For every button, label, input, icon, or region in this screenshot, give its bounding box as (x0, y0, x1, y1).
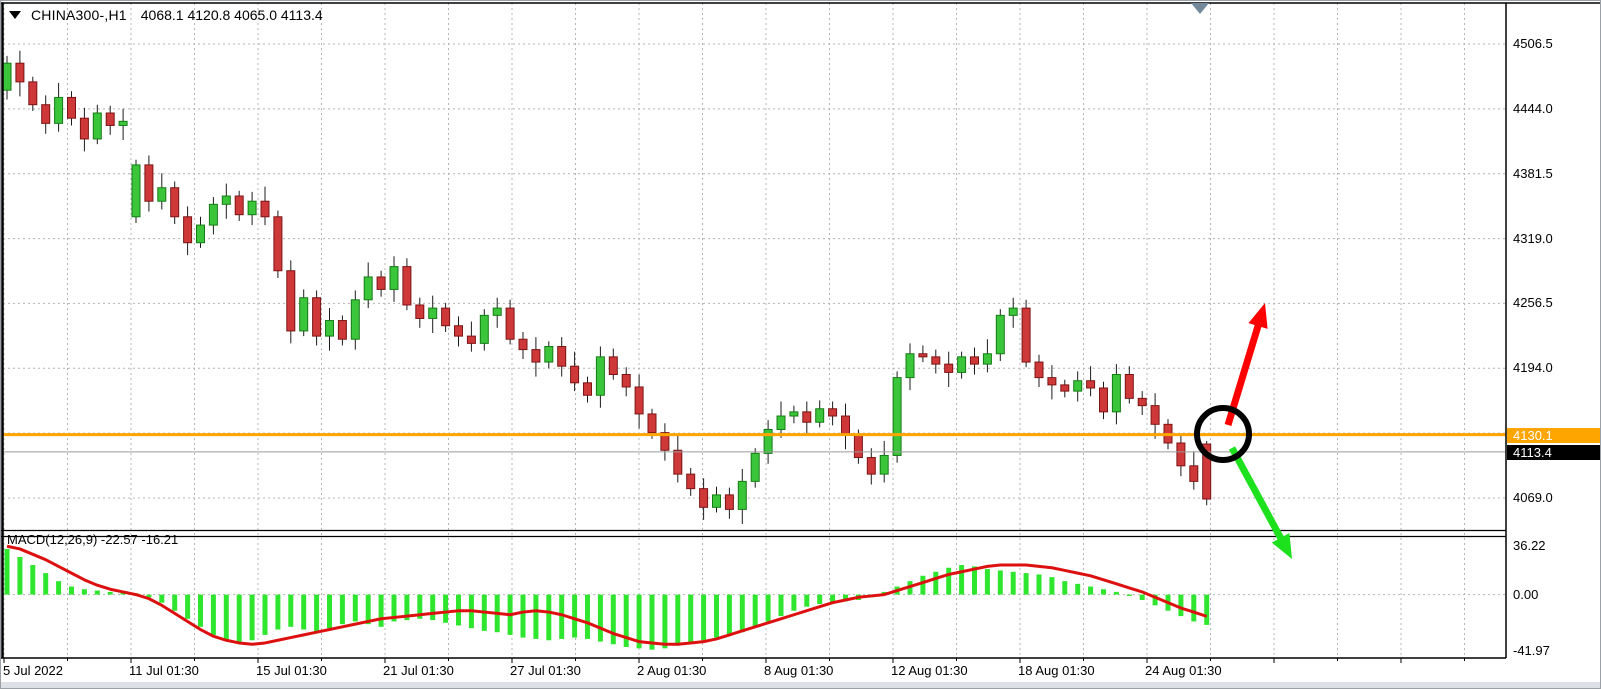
time-axis-label: 27 Jul 01:30 (510, 663, 581, 678)
ohlc-values: 4068.1 4120.8 4065.0 4113.4 (140, 7, 323, 23)
macd-axis-label: 36.22 (1513, 537, 1546, 553)
macd-axis-label: 0.00 (1513, 586, 1539, 602)
price-axis-label: 4506.5 (1513, 36, 1553, 51)
bottom-strip (1, 682, 1600, 688)
chart-shift-marker[interactable] (1191, 3, 1209, 14)
price-axis-label: 4194.0 (1513, 360, 1553, 376)
current-price-badge: 4113.4 (1507, 444, 1600, 460)
bearish-green-arrow (1228, 446, 1292, 559)
chart-title-bar: CHINA300-,H1 4068.1 4120.8 4065.0 4113.4 (9, 7, 323, 23)
grid-layer (3, 3, 1506, 658)
symbol-timeframe-label: CHINA300-,H1 (31, 7, 127, 23)
time-axis-label: 15 Jul 01:30 (256, 663, 327, 678)
time-axis-label: 8 Aug 01:30 (764, 663, 834, 678)
levels-layer (3, 433, 1506, 453)
bullish-red-arrow (1224, 303, 1268, 427)
price-axis-label: 4256.5 (1513, 295, 1553, 311)
time-axis-label: 12 Aug 01:30 (891, 663, 968, 678)
orange-level-price-badge: 4130.1 (1507, 427, 1600, 443)
highlight-circle (1194, 405, 1252, 463)
time-axis-label: 24 Aug 01:30 (1145, 663, 1222, 678)
candles-layer (2, 50, 1212, 524)
price-axis-label: 4444.0 (1513, 100, 1553, 116)
price-axis-label: 4381.5 (1513, 165, 1553, 181)
time-axis-label: 18 Aug 01:30 (1018, 663, 1095, 678)
price-axis-label: 4069.0 (1513, 489, 1553, 505)
time-axis-label: 2 Aug 01:30 (637, 663, 707, 678)
borders-layer (1, 2, 1600, 663)
time-axis-label: 21 Jul 01:30 (383, 663, 454, 678)
time-axis-label: 11 Jul 01:30 (129, 663, 199, 678)
time-axis-label: 5 Jul 2022 (3, 663, 63, 678)
annotations-layer (1191, 3, 1292, 559)
price-axis-label: 4319.0 (1513, 230, 1553, 246)
macd-layer (4, 544, 1210, 650)
macd-axis-label: -41.97 (1513, 642, 1550, 658)
macd-signal-line (6, 544, 1208, 646)
symbol-dropdown-icon[interactable] (9, 11, 21, 19)
macd-indicator-label: MACD(12,26,9) -22.57 -16.21 (7, 532, 179, 547)
